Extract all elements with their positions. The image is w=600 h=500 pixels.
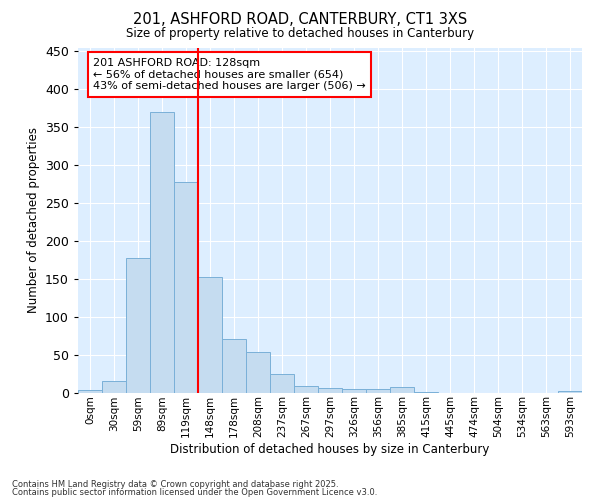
Bar: [78, 390, 102, 392]
Text: 201 ASHFORD ROAD: 128sqm
← 56% of detached houses are smaller (654)
43% of semi-: 201 ASHFORD ROAD: 128sqm ← 56% of detach…: [93, 58, 366, 91]
Text: Size of property relative to detached houses in Canterbury: Size of property relative to detached ho…: [126, 28, 474, 40]
Bar: [558, 391, 582, 392]
Text: Contains public sector information licensed under the Open Government Licence v3: Contains public sector information licen…: [12, 488, 377, 497]
Text: 201, ASHFORD ROAD, CANTERBURY, CT1 3XS: 201, ASHFORD ROAD, CANTERBURY, CT1 3XS: [133, 12, 467, 28]
Bar: [318, 388, 342, 392]
Bar: [294, 386, 318, 392]
Bar: [102, 381, 126, 392]
Bar: [246, 352, 270, 393]
Text: Contains HM Land Registry data © Crown copyright and database right 2025.: Contains HM Land Registry data © Crown c…: [12, 480, 338, 489]
Y-axis label: Number of detached properties: Number of detached properties: [26, 127, 40, 313]
Bar: [390, 387, 414, 392]
Bar: [198, 277, 222, 392]
Bar: [150, 112, 174, 392]
Bar: [222, 340, 246, 392]
Bar: [342, 388, 366, 392]
Bar: [270, 374, 294, 392]
Bar: [366, 388, 390, 392]
X-axis label: Distribution of detached houses by size in Canterbury: Distribution of detached houses by size …: [170, 443, 490, 456]
Bar: [126, 258, 150, 392]
Bar: [174, 182, 198, 392]
